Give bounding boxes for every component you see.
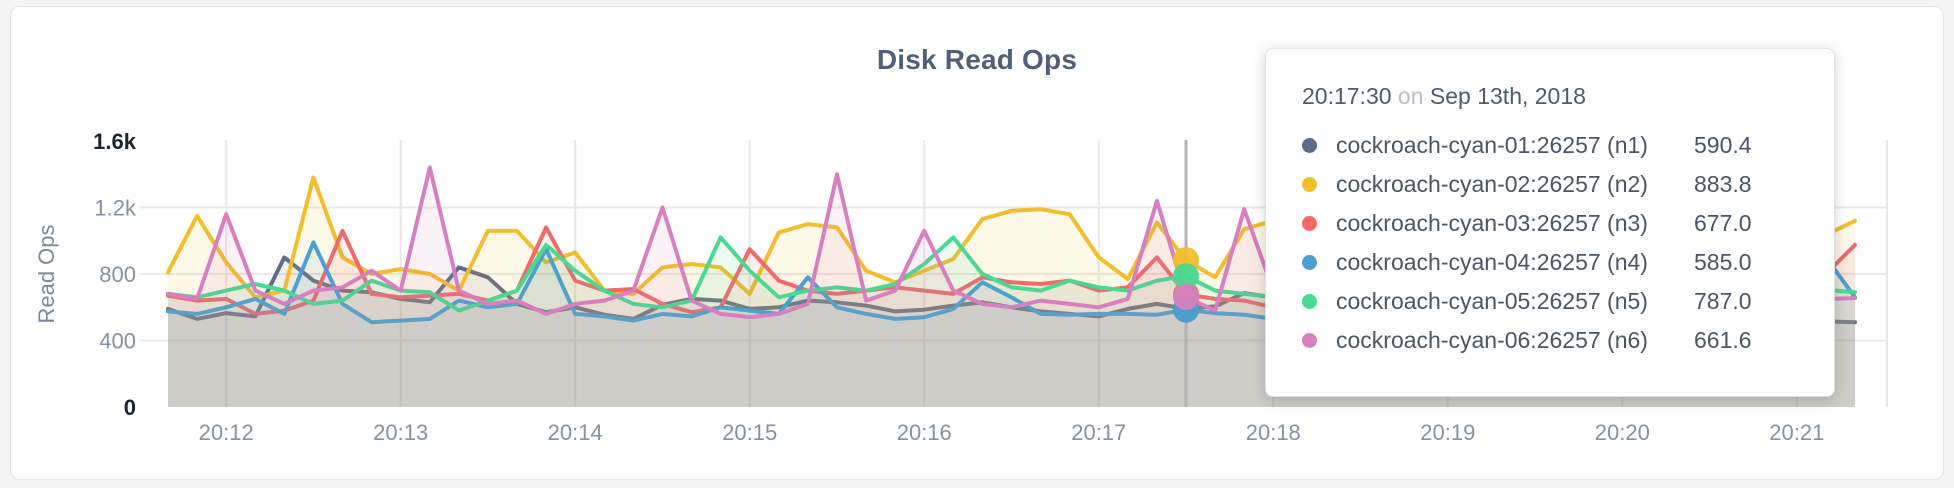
x-tick-label: 20:20 bbox=[1595, 420, 1650, 445]
y-tick-label: 800 bbox=[99, 262, 136, 287]
series-color-dot-icon bbox=[1302, 138, 1317, 153]
tooltip-time: 20:17:30 bbox=[1302, 83, 1392, 109]
tooltip-date: Sep 13th, 2018 bbox=[1429, 83, 1586, 109]
series-value: 585.0 bbox=[1694, 249, 1752, 275]
tooltip-row: cockroach-cyan-04:26257 (n4) 585.0 bbox=[1302, 243, 1798, 282]
series-value: 787.0 bbox=[1694, 288, 1752, 314]
series-label: cockroach-cyan-06:26257 (n6) bbox=[1336, 327, 1648, 353]
x-tick-label: 20:13 bbox=[373, 420, 428, 445]
series-value: 677.0 bbox=[1694, 210, 1752, 236]
x-tick-label: 20:21 bbox=[1769, 420, 1824, 445]
y-tick-label: 0 bbox=[124, 395, 136, 420]
tooltip-row: cockroach-cyan-02:26257 (n2) 883.8 bbox=[1302, 165, 1798, 204]
x-tick-label: 20:14 bbox=[548, 420, 603, 445]
series-value: 661.6 bbox=[1694, 327, 1752, 353]
tooltip-row: cockroach-cyan-03:26257 (n3) 677.0 bbox=[1302, 204, 1798, 243]
x-tick-label: 20:15 bbox=[722, 420, 777, 445]
series-label: cockroach-cyan-04:26257 (n4) bbox=[1336, 249, 1648, 275]
x-tick-label: 20:19 bbox=[1420, 420, 1475, 445]
tooltip-row: cockroach-cyan-05:26257 (n5) 787.0 bbox=[1302, 282, 1798, 321]
series-color-dot-icon bbox=[1302, 294, 1317, 309]
series-label: cockroach-cyan-05:26257 (n5) bbox=[1336, 288, 1648, 314]
y-tick-label: 1.6k bbox=[93, 129, 137, 154]
series-value: 590.4 bbox=[1694, 132, 1752, 158]
tooltip-row: cockroach-cyan-06:26257 (n6) 661.6 bbox=[1302, 321, 1798, 360]
y-tick-label: 1.2k bbox=[94, 196, 137, 221]
series-label: cockroach-cyan-02:26257 (n2) bbox=[1336, 171, 1648, 197]
series-color-dot-icon bbox=[1302, 333, 1317, 348]
tooltip-row: cockroach-cyan-01:26257 (n1) 590.4 bbox=[1302, 126, 1798, 165]
tooltip-on-word: on bbox=[1397, 83, 1424, 109]
y-axis-title: Read Ops bbox=[34, 224, 59, 323]
x-tick-label: 20:17 bbox=[1071, 420, 1126, 445]
hover-tooltip: 20:17:30 on Sep 13th, 2018 cockroach-cya… bbox=[1265, 48, 1835, 397]
series-color-dot-icon bbox=[1302, 216, 1317, 231]
series-label: cockroach-cyan-01:26257 (n1) bbox=[1336, 132, 1648, 158]
hover-point-n5 bbox=[1173, 263, 1200, 290]
x-tick-label: 20:16 bbox=[897, 420, 952, 445]
series-color-dot-icon bbox=[1302, 255, 1317, 270]
y-tick-label: 400 bbox=[99, 329, 136, 354]
tooltip-timestamp: 20:17:30 on Sep 13th, 2018 bbox=[1302, 83, 1798, 110]
x-tick-label: 20:18 bbox=[1246, 420, 1301, 445]
hover-point-n6 bbox=[1173, 284, 1200, 311]
chart-title: Disk Read Ops bbox=[876, 44, 1078, 75]
series-label: cockroach-cyan-03:26257 (n3) bbox=[1336, 210, 1648, 236]
tooltip-series-list: cockroach-cyan-01:26257 (n1) 590.4 cockroa… bbox=[1302, 126, 1798, 360]
series-value: 883.8 bbox=[1694, 171, 1752, 197]
series-color-dot-icon bbox=[1302, 177, 1317, 192]
x-tick-label: 20:12 bbox=[199, 420, 254, 445]
